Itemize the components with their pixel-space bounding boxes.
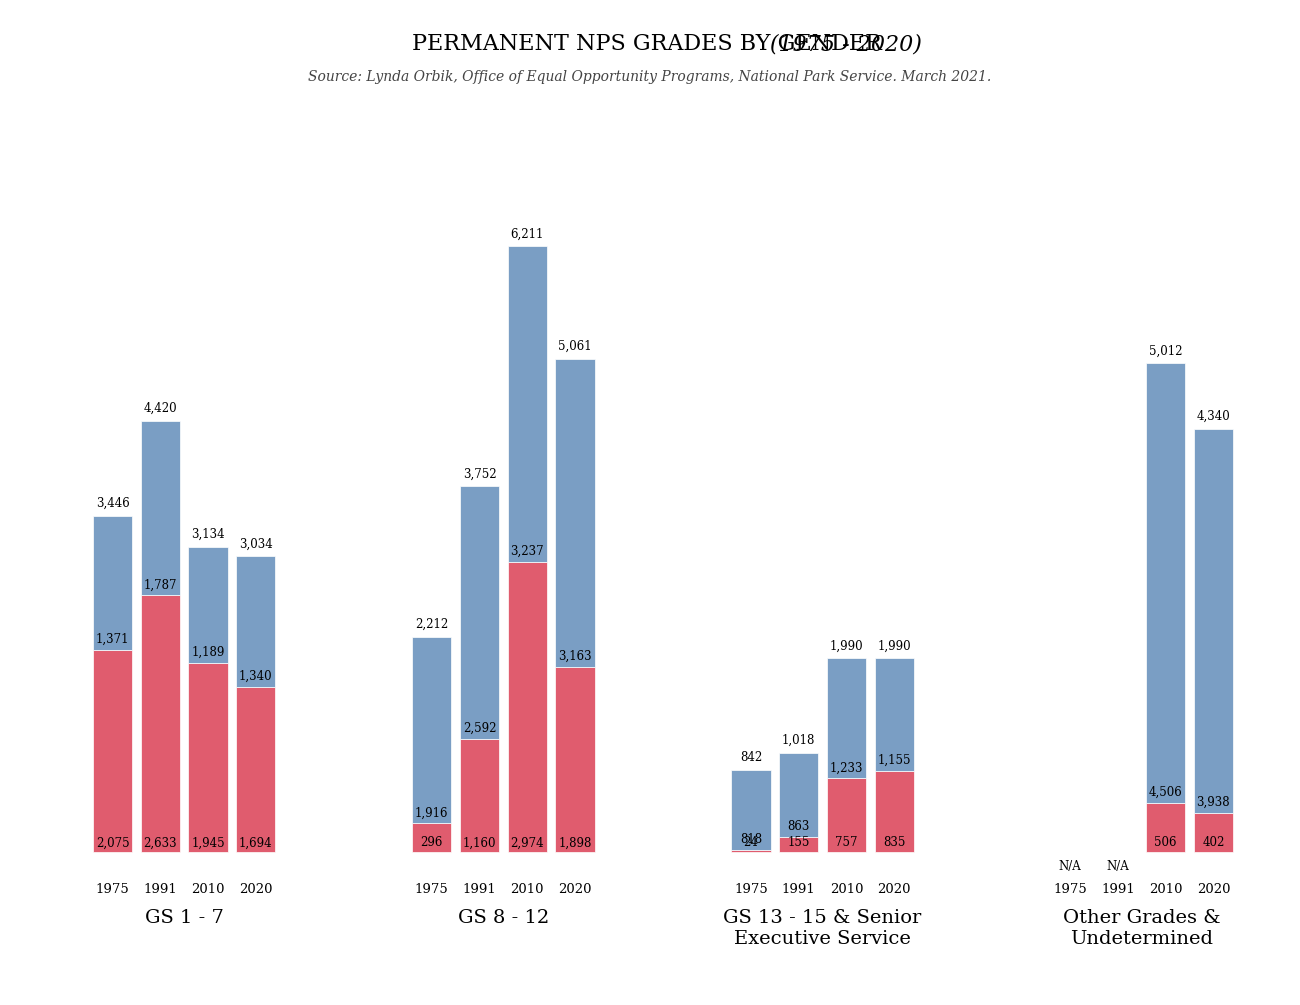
Bar [1193, 813, 1232, 852]
Text: 1991: 1991 [1101, 882, 1135, 895]
Text: 1,371: 1,371 [96, 633, 129, 646]
Text: 1,787: 1,787 [143, 579, 177, 592]
Bar [94, 517, 133, 650]
Text: 1,155: 1,155 [878, 754, 911, 767]
Text: GS 8 - 12: GS 8 - 12 [458, 909, 549, 927]
Bar [555, 359, 594, 667]
Text: 1,189: 1,189 [191, 645, 225, 658]
Text: GS 1 - 7: GS 1 - 7 [144, 909, 224, 927]
Text: 1,340: 1,340 [239, 670, 273, 683]
Bar [508, 246, 547, 562]
Text: 2010: 2010 [191, 882, 225, 895]
Text: 4,340: 4,340 [1196, 410, 1230, 423]
Text: 1975: 1975 [96, 882, 130, 895]
Text: 5,012: 5,012 [1149, 345, 1183, 358]
Text: 506: 506 [1154, 836, 1176, 849]
Text: 1,990: 1,990 [829, 639, 863, 652]
Text: 4,506: 4,506 [1149, 786, 1183, 799]
Text: 6,211: 6,211 [511, 227, 543, 240]
Bar [732, 850, 771, 852]
Text: 2,633: 2,633 [143, 836, 177, 849]
Bar [412, 823, 451, 852]
Text: 757: 757 [835, 836, 858, 849]
Text: 2010: 2010 [829, 882, 863, 895]
Text: 1991: 1991 [463, 882, 497, 895]
Text: 1,694: 1,694 [239, 836, 273, 849]
Text: 2,592: 2,592 [463, 723, 497, 736]
Text: 3,446: 3,446 [96, 497, 130, 511]
Text: 2,075: 2,075 [96, 836, 130, 849]
Text: 1991: 1991 [781, 882, 815, 895]
Bar [460, 486, 499, 739]
Bar [508, 562, 547, 852]
Bar [827, 658, 866, 779]
Text: 4,420: 4,420 [143, 402, 177, 415]
Bar [94, 650, 133, 852]
Bar [732, 770, 771, 850]
Text: 1,916: 1,916 [415, 807, 448, 819]
Bar [140, 421, 179, 595]
Bar [188, 662, 228, 852]
Bar [779, 753, 818, 837]
Bar [1193, 429, 1232, 813]
Text: 3,237: 3,237 [511, 546, 545, 558]
Text: 3,163: 3,163 [558, 650, 592, 663]
Bar [875, 658, 914, 771]
Text: 1991: 1991 [143, 882, 177, 895]
Text: N/A: N/A [1106, 860, 1130, 873]
Text: 1975: 1975 [1053, 882, 1087, 895]
Text: 2010: 2010 [511, 882, 543, 895]
Bar [875, 771, 914, 852]
Text: 1975: 1975 [734, 882, 768, 895]
Text: (1975 - 2020): (1975 - 2020) [378, 33, 922, 55]
Text: 835: 835 [883, 836, 905, 849]
Text: 863: 863 [788, 820, 810, 833]
Text: GS 13 - 15 & Senior
Executive Service: GS 13 - 15 & Senior Executive Service [724, 909, 922, 948]
Text: PERMANENT NPS GRADES BY GENDER: PERMANENT NPS GRADES BY GENDER [412, 33, 888, 55]
Bar [779, 837, 818, 852]
Bar [188, 547, 228, 662]
Text: 3,134: 3,134 [191, 528, 225, 541]
Text: 2010: 2010 [1149, 882, 1183, 895]
Bar [1147, 364, 1186, 803]
Text: 2,212: 2,212 [415, 618, 448, 631]
Bar [460, 739, 499, 852]
Text: Other Grades &
Undetermined: Other Grades & Undetermined [1063, 909, 1221, 948]
Text: 2020: 2020 [239, 882, 273, 895]
Text: 3,752: 3,752 [463, 467, 497, 480]
Bar [555, 667, 594, 852]
Bar [140, 595, 179, 852]
Text: 842: 842 [740, 752, 762, 765]
Text: 3,938: 3,938 [1196, 796, 1230, 809]
Text: 3,034: 3,034 [239, 538, 273, 551]
Text: 1,945: 1,945 [191, 836, 225, 849]
Text: 2,974: 2,974 [511, 836, 545, 849]
Text: N/A: N/A [1058, 860, 1082, 873]
Text: 1,233: 1,233 [829, 762, 863, 775]
Text: 2020: 2020 [878, 882, 911, 895]
Text: 1,160: 1,160 [463, 836, 497, 849]
Bar [412, 636, 451, 823]
Text: 2020: 2020 [558, 882, 592, 895]
Bar [827, 779, 866, 852]
Bar [237, 687, 276, 852]
Text: 1,990: 1,990 [878, 639, 911, 652]
Text: 1,898: 1,898 [558, 836, 592, 849]
Text: 2020: 2020 [1197, 882, 1230, 895]
Text: 24: 24 [744, 836, 758, 849]
Text: Source: Lynda Orbik, Office of Equal Opportunity Programs, National Park Service: Source: Lynda Orbik, Office of Equal Opp… [308, 70, 992, 84]
Text: 155: 155 [788, 836, 810, 849]
Text: 1975: 1975 [415, 882, 448, 895]
Text: 296: 296 [421, 836, 443, 849]
Text: 5,061: 5,061 [558, 340, 592, 353]
Bar [237, 557, 276, 687]
Bar [1147, 803, 1186, 852]
Text: 818: 818 [740, 833, 762, 846]
Text: 1,018: 1,018 [783, 734, 815, 747]
Text: 402: 402 [1202, 836, 1225, 849]
